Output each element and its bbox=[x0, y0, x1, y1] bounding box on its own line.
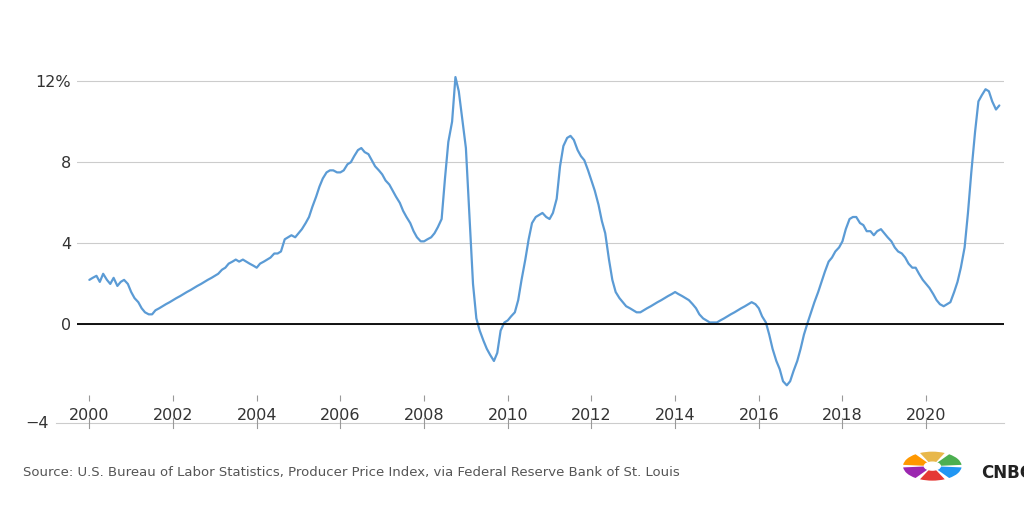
Wedge shape bbox=[932, 466, 962, 478]
Wedge shape bbox=[903, 454, 932, 466]
Wedge shape bbox=[920, 452, 945, 466]
Text: Source: U.S. Bureau of Labor Statistics, Producer Price Index, via Federal Reser: Source: U.S. Bureau of Labor Statistics,… bbox=[23, 466, 679, 479]
Wedge shape bbox=[932, 454, 962, 466]
Circle shape bbox=[925, 462, 940, 470]
Wedge shape bbox=[920, 466, 945, 481]
Text: CNBC: CNBC bbox=[982, 464, 1024, 482]
Text: −4: −4 bbox=[26, 416, 49, 431]
Wedge shape bbox=[903, 466, 932, 478]
